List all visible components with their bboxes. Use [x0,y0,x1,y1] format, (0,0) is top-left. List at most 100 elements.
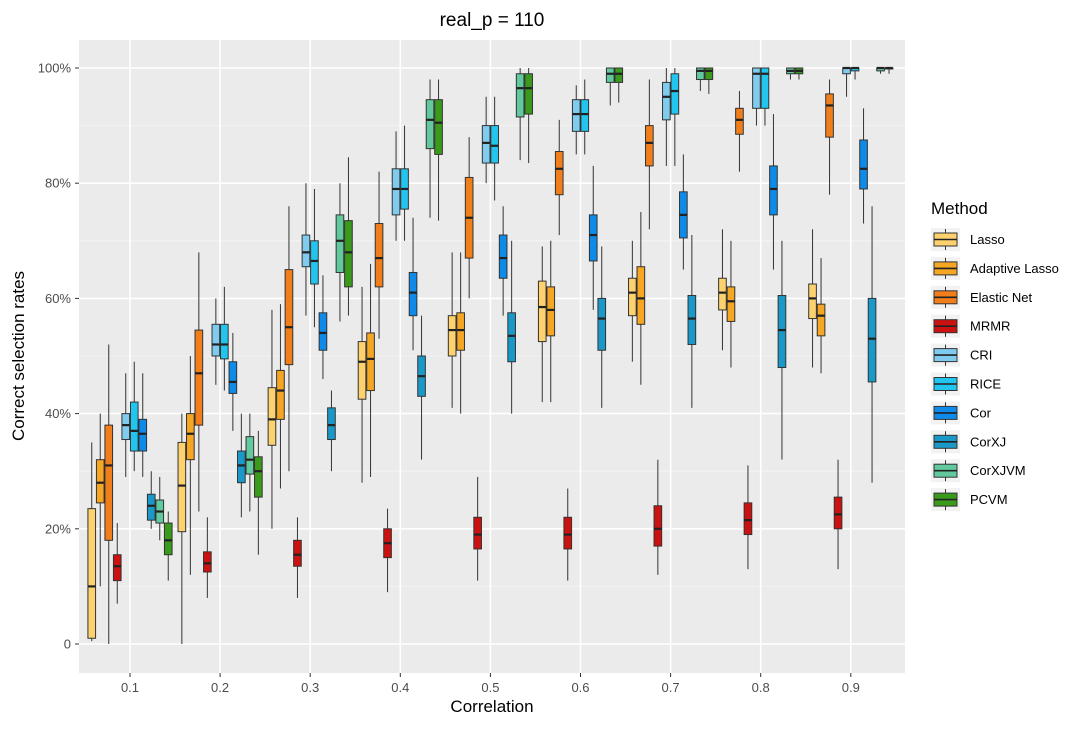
legend-label: Adaptive Lasso [970,261,1059,276]
box-body [769,165,778,216]
box-body [597,297,607,351]
box-body [254,456,263,498]
box-body [301,234,311,268]
box-body [867,297,877,383]
legend-label: MRMR [970,319,1010,334]
box-body [344,220,353,288]
series-cri [121,66,851,477]
box-body [129,401,139,452]
box-body [481,125,491,164]
box-body [743,502,753,536]
box-body [245,436,255,475]
legend: Method Lasso Adaptive Lasso Elastic Net MRM… [931,199,1059,512]
axes: 0 20% 40% 60% 80% 100% 0.1 0.2 0.3 0.4 0.5 0.6 0.7 0.… [38,61,860,696]
box-body [112,554,122,582]
box-body [357,341,367,400]
legend-label: CorXJ [970,434,1006,449]
series-cor [138,108,868,477]
series-corxj [146,206,877,529]
box-body [194,329,204,426]
box-series [87,66,894,644]
box-body [374,223,384,288]
box-body [670,73,680,115]
box-body [163,522,173,556]
box-body [816,303,826,337]
box-body [366,332,375,392]
box-body [524,73,533,115]
box-body [220,323,229,360]
box-body [808,283,817,320]
legend-key [931,285,960,309]
series-elastic-net [104,79,834,644]
box-body [121,413,131,441]
x-tick-label: 0.4 [391,680,409,695]
box-body [276,369,285,420]
box-body [735,107,744,135]
box-body [177,441,187,533]
box-body [777,295,787,369]
legend-key [931,343,960,367]
box-body [203,551,212,573]
box-body [636,266,646,325]
box-body [456,312,465,351]
series-corxjvm [155,66,885,541]
x-tick-label: 0.9 [842,680,860,695]
box-body [718,277,727,311]
series-rice [129,66,860,472]
legend-label: RICE [970,377,1001,392]
series-adaptive-lasso [95,212,826,587]
box-body [87,508,97,639]
series-pcvm [163,66,894,581]
legend-key [931,459,960,483]
box-body [267,387,277,446]
x-axis-title: Correlation [450,697,533,716]
box-body [662,81,671,121]
box-body [726,286,736,322]
legend-label: CRI [970,348,992,363]
x-tick-label: 0.2 [211,680,229,695]
box-body [490,125,499,164]
legend-key [931,256,960,280]
box-body [138,418,148,452]
legend-key [931,401,960,425]
box-body [554,151,564,196]
box-body [628,277,637,317]
y-tick-label: 20% [45,521,71,536]
box-body [614,67,624,83]
box-body [825,93,834,138]
box-body [104,424,114,541]
box-body [833,496,843,530]
box-body [310,240,319,285]
box-body [327,407,336,441]
box-body [318,312,328,351]
legend-label: Cor [970,405,992,420]
y-tick-label: 100% [38,61,72,76]
box-body [425,99,435,150]
box-body [335,214,345,273]
series-mrmr [112,459,843,604]
box-body [546,286,556,337]
box-body [211,323,221,357]
chart-title: real_p = 110 [440,10,545,31]
legend-key [931,488,960,512]
box-body [605,67,615,83]
y-axis-title: Correct selection rates [9,271,28,441]
y-tick-label: 0 [64,637,71,652]
box-body [563,516,573,550]
y-tick-label: 60% [45,291,71,306]
box-body [696,67,705,81]
box-body [498,234,508,279]
x-tick-label: 0.6 [571,680,589,695]
box-body [760,67,770,109]
box-body [704,67,714,81]
box-body [653,505,663,547]
x-tick-label: 0.5 [481,680,499,695]
box-body [284,269,294,366]
box-body [515,73,525,118]
box-body [537,280,547,343]
box-body [391,168,401,216]
box-body [95,459,105,504]
legend-items: Lasso Adaptive Lasso Elastic Net MRMR CRI RIC… [931,228,1059,512]
